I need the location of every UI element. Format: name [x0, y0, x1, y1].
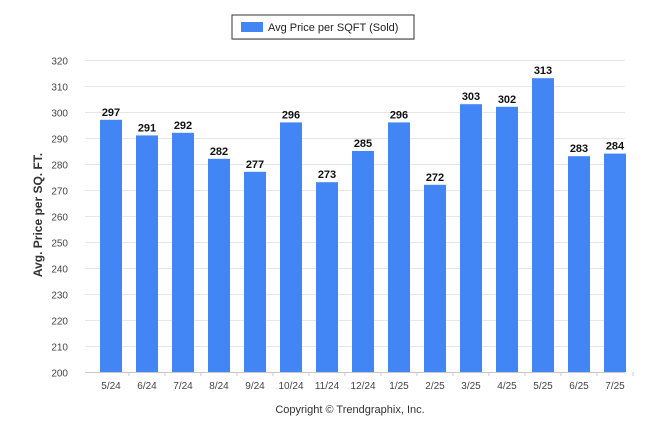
data-label: 272 [426, 172, 444, 184]
y-tick-label: 210 [51, 343, 68, 354]
bar[interactable] [244, 171, 266, 372]
x-tick-label: 9/24 [245, 381, 265, 392]
data-label: 302 [498, 94, 516, 106]
x-tick-label: 6/25 [569, 381, 589, 392]
y-axis-label: Avg. Price per SQ. FT. [31, 153, 45, 277]
legend[interactable]: Avg Price per SQFT (Sold) [231, 14, 415, 40]
x-tick-label: 4/25 [497, 381, 517, 392]
x-tick-label: 7/25 [605, 381, 625, 392]
data-label: 296 [282, 109, 300, 121]
y-tick-label: 280 [51, 161, 68, 172]
data-label: 291 [138, 122, 156, 134]
bar[interactable] [388, 122, 410, 373]
data-label: 282 [210, 146, 228, 158]
x-tick-label: 5/25 [533, 381, 553, 392]
bar[interactable] [172, 132, 194, 372]
y-tick-label: 290 [51, 135, 68, 146]
y-tick-label: 250 [51, 239, 68, 250]
x-tick-label: 5/24 [101, 381, 121, 392]
data-label: 285 [354, 138, 372, 150]
y-tick-label: 260 [51, 213, 68, 224]
data-label: 313 [534, 65, 552, 77]
bar[interactable] [604, 153, 626, 372]
data-label: 292 [174, 120, 192, 132]
y-tick-label: 270 [51, 187, 68, 198]
x-tick-label: 12/24 [350, 381, 375, 392]
legend-swatch [241, 22, 263, 32]
data-labels: 297 291 292 282 277 296 273 285 296 272 303 302 313 2… [102, 65, 625, 184]
y-axis-ticks: 200 210 220 230 240 250 260 270 280 290 300 310 320 [51, 57, 68, 380]
x-tick-label: 11/24 [315, 381, 340, 392]
y-tick-label: 300 [51, 109, 68, 120]
y-tick-label: 310 [51, 83, 68, 94]
bar[interactable] [208, 158, 230, 372]
y-tick-label: 230 [51, 291, 68, 302]
data-label: 297 [102, 107, 120, 119]
bar[interactable] [352, 151, 374, 372]
data-label: 303 [462, 91, 480, 103]
data-label: 284 [606, 141, 625, 153]
x-tick-label: 2/25 [425, 381, 445, 392]
y-tick-label: 320 [51, 57, 68, 68]
data-label: 283 [570, 143, 588, 155]
bar[interactable] [568, 156, 590, 372]
x-axis-ticks: 5/24 6/24 7/24 8/24 9/24 10/24 11/24 12/24 1/25 2… [101, 372, 634, 392]
bar[interactable] [460, 104, 482, 372]
bar[interactable] [136, 135, 158, 372]
x-tick-label: 7/24 [173, 381, 193, 392]
data-label: 277 [246, 159, 264, 171]
bar[interactable] [424, 184, 446, 372]
data-label: 273 [318, 169, 336, 181]
data-label: 296 [390, 109, 408, 121]
y-tick-label: 240 [51, 265, 68, 276]
bar[interactable] [496, 106, 518, 373]
x-tick-label: 3/25 [461, 381, 481, 392]
bar[interactable] [316, 182, 338, 372]
bar[interactable] [100, 119, 122, 372]
y-tick-label: 200 [51, 369, 68, 380]
x-tick-label: 10/24 [278, 381, 303, 392]
legend-label: Avg Price per SQFT (Sold) [268, 22, 398, 34]
bar[interactable] [532, 78, 554, 372]
x-tick-label: 1/25 [389, 381, 409, 392]
bar[interactable] [280, 122, 302, 373]
x-tick-label: 8/24 [209, 381, 229, 392]
bars [100, 78, 626, 373]
y-tick-label: 220 [51, 317, 68, 328]
copyright-text: Copyright © Trendgraphix, Inc. [275, 404, 424, 416]
x-tick-label: 6/24 [137, 381, 157, 392]
